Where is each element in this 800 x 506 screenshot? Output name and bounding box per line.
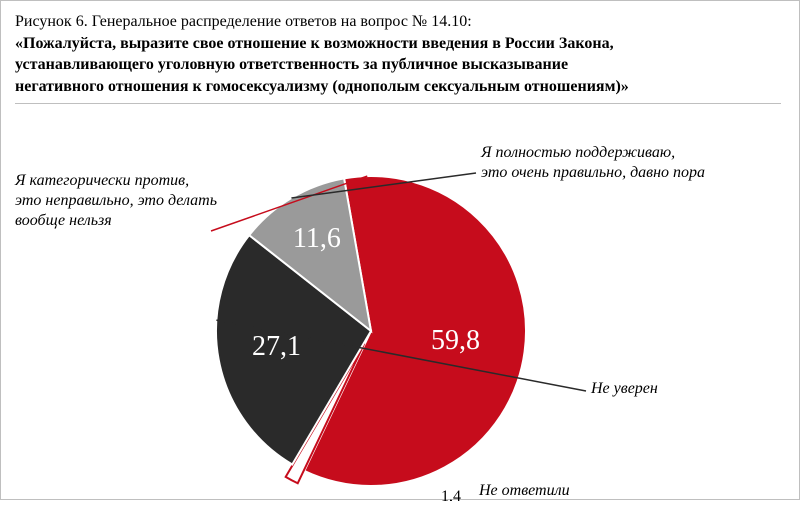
title-line-2: «Пожалуйста, выразите свое отношение к в…: [15, 33, 781, 55]
figure-frame: Рисунок 6. Генеральное распределение отв…: [0, 0, 800, 500]
ann-not-sure: Не уверен: [591, 379, 658, 399]
title-line-3: устанавливающего уголовную ответственнос…: [15, 54, 781, 76]
title-line-1: Рисунок 6. Генеральное распределение отв…: [15, 11, 781, 33]
ann-strong-against: Я категорически против, это неправильно,…: [15, 171, 217, 231]
ann-no-answer: Не ответили: [479, 481, 570, 501]
value-label-full_support: 11,6: [293, 223, 341, 254]
value-label-not_sure: 27,1: [252, 331, 301, 362]
figure-title: Рисунок 6. Генеральное распределение отв…: [15, 11, 781, 97]
ann-full-support: Я полностью поддерживаю, это очень прави…: [481, 143, 705, 183]
value-label-no_answer: 1,4: [441, 488, 461, 501]
title-line-4: негативного отношения к гомосексуализму …: [15, 76, 781, 98]
title-divider: [15, 103, 781, 104]
chart-area: 59,8 1,4 27,1 11,6 Я категорически против, …: [1, 131, 799, 499]
value-label-strong_against: 59,8: [431, 325, 480, 356]
